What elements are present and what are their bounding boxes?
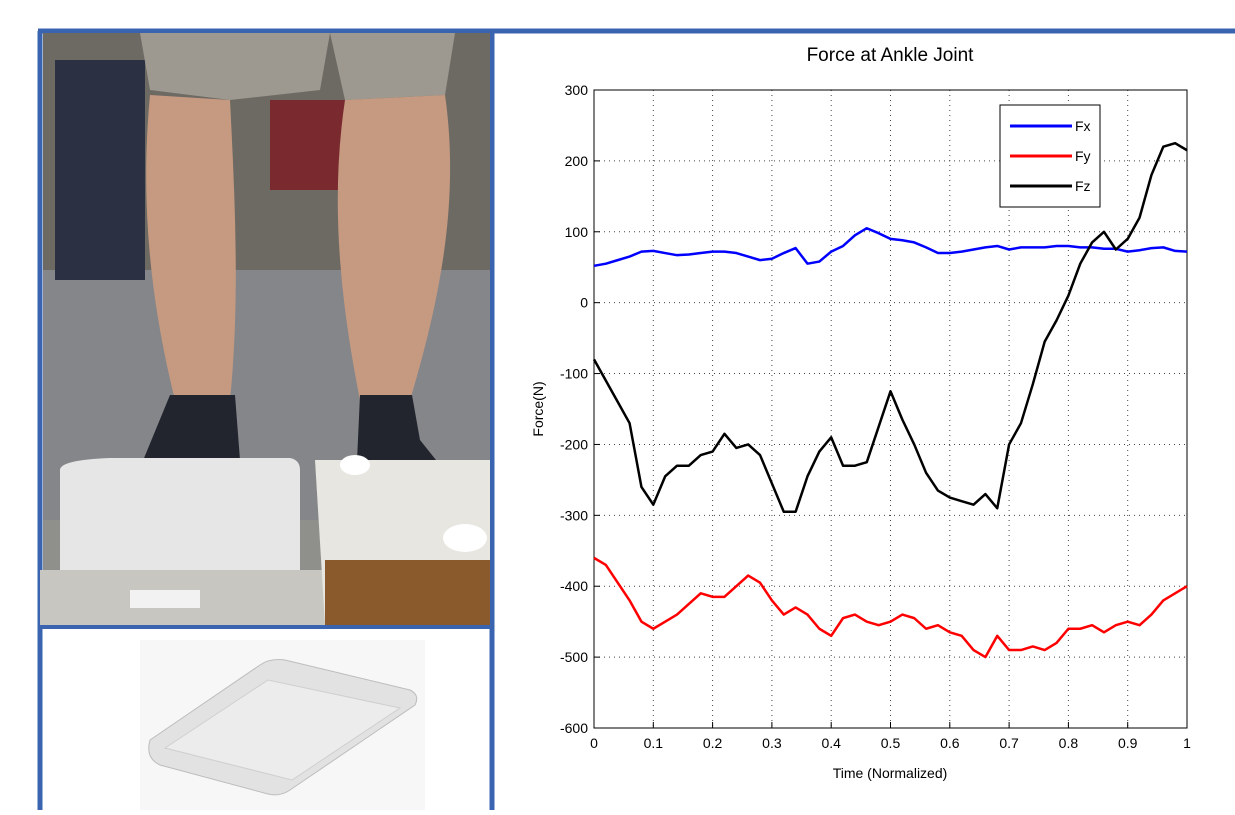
x-tick-label: 0.1 <box>644 735 664 751</box>
y-tick-label: 300 <box>565 82 589 98</box>
board-photo <box>140 640 425 810</box>
x-tick-label: 0.9 <box>1118 735 1138 751</box>
legend-label: Fy <box>1075 148 1091 164</box>
y-tick-label: -600 <box>560 720 588 736</box>
legend-label: Fx <box>1075 118 1091 134</box>
legs-photo <box>40 33 490 625</box>
y-tick-label: 200 <box>565 153 589 169</box>
x-tick-label: 0.3 <box>762 735 782 751</box>
plot: 0 0.1 0.2 0.3 0.4 0.5 0.6 0.7 0.8 0.9 1 -600 -500 -40… <box>560 82 1191 751</box>
legend-label: Fz <box>1075 178 1091 194</box>
page: Force at Ankle Joint Time (Normalized) F… <box>0 0 1235 810</box>
x-tick-label: 0.8 <box>1059 735 1079 751</box>
x-tick-label: 0.2 <box>703 735 723 751</box>
y-tick-label: -300 <box>560 507 588 523</box>
x-tick-label: 0.7 <box>999 735 1019 751</box>
chart-title: Force at Ankle Joint <box>807 45 975 66</box>
x-tick-label: 0.6 <box>940 735 960 751</box>
y-tick-label: 100 <box>565 224 589 240</box>
y-tick-label: -200 <box>560 436 588 452</box>
x-axis-label: Time (Normalized) <box>833 765 948 781</box>
x-tick-label: 0 <box>590 735 598 751</box>
y-tick-label: -500 <box>560 649 588 665</box>
y-tick-label: 0 <box>580 295 588 311</box>
x-tick-label: 0.5 <box>881 735 901 751</box>
y-tick-label: -100 <box>560 366 588 382</box>
x-tick-label: 1 <box>1183 735 1191 751</box>
y-axis-label: Force(N) <box>530 381 546 436</box>
slide: Force at Ankle Joint Time (Normalized) F… <box>0 0 1235 810</box>
x-tick-label: 0.4 <box>821 735 841 751</box>
y-tick-label: -400 <box>560 578 588 594</box>
